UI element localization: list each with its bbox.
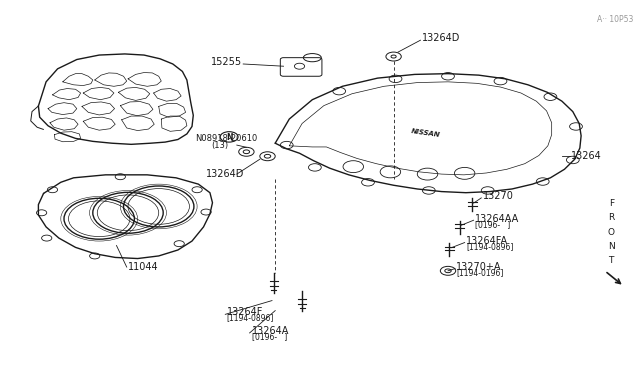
Text: [1194-0196]: [1194-0196] [456, 268, 504, 277]
Text: [1194-0896]: [1194-0896] [227, 314, 274, 323]
Text: 13264AA: 13264AA [475, 214, 519, 224]
Text: [1194-0896]: [1194-0896] [466, 242, 513, 251]
Text: NISSAN: NISSAN [411, 128, 440, 138]
Text: A·· 10P53: A·· 10P53 [597, 15, 634, 24]
Text: 13264D: 13264D [422, 33, 461, 43]
Text: N: N [226, 133, 232, 142]
Text: 13264: 13264 [571, 151, 602, 161]
Text: T: T [609, 256, 614, 265]
Text: O: O [608, 228, 614, 237]
Text: 13264A: 13264A [252, 326, 289, 336]
Text: R: R [608, 214, 614, 222]
Text: (13): (13) [211, 141, 228, 150]
Text: 15255: 15255 [211, 58, 242, 67]
Text: 13270+A: 13270+A [456, 262, 502, 272]
Text: 13264FA: 13264FA [466, 236, 508, 246]
Text: [0196-   ]: [0196- ] [252, 332, 287, 341]
Text: 11044: 11044 [128, 262, 159, 272]
Text: F: F [609, 199, 614, 208]
Text: 13264D: 13264D [206, 169, 244, 179]
Text: 13270: 13270 [483, 192, 513, 201]
Text: 13264F: 13264F [227, 308, 263, 317]
Text: N08918-20610: N08918-20610 [195, 134, 257, 143]
Text: N: N [608, 242, 614, 251]
Text: [0196-   ]: [0196- ] [475, 220, 510, 229]
